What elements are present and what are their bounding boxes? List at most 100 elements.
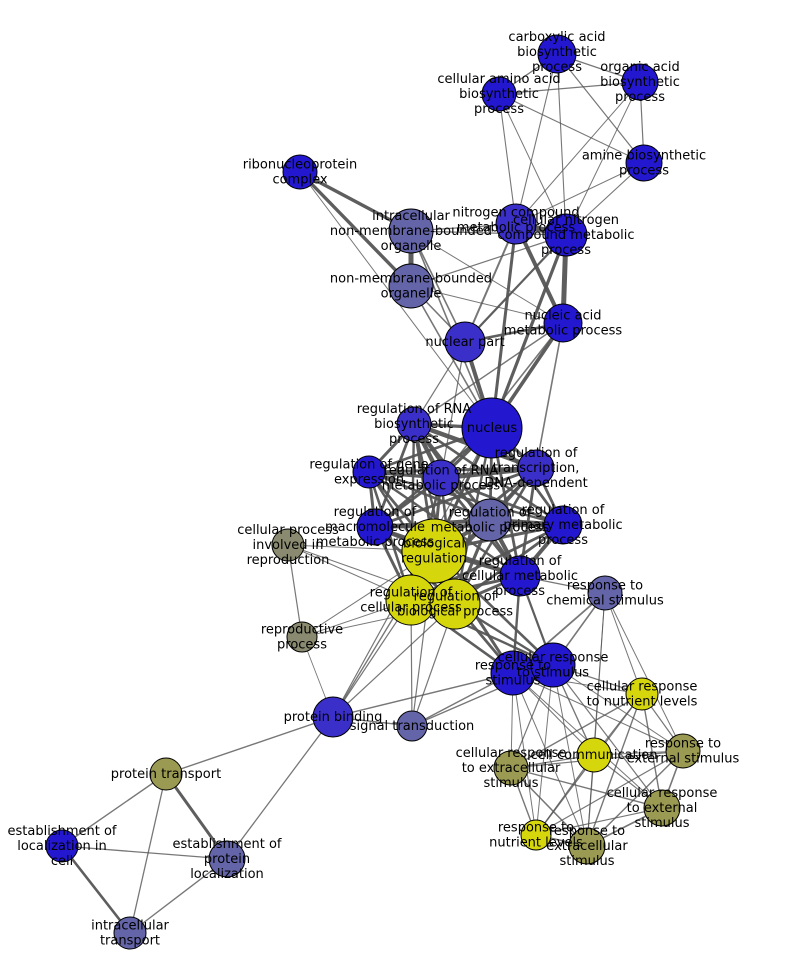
graph-node[interactable] [444, 321, 486, 363]
graph-node-label: regulation of metabolic process [431, 505, 550, 535]
graph-node[interactable] [396, 406, 432, 442]
graph-node-label: protein transport [111, 767, 221, 782]
graph-edge [61, 845, 228, 860]
graph-node[interactable] [625, 144, 663, 182]
graph-node[interactable] [356, 508, 394, 546]
graph-edge [565, 81, 641, 236]
graph-node-label: response to stimulus [475, 658, 551, 688]
graph-node-label: nitrogen compound metabolic process [452, 205, 579, 235]
graph-node[interactable] [271, 528, 305, 562]
graph-node-label: carboxylic acid biosynthetic process [508, 30, 605, 75]
graph-node-label: regulation of transcription, DNA-dependent [484, 446, 587, 491]
labels-layer: carboxylic acid biosynthetic process organi… [8, 30, 740, 949]
graph-node[interactable] [530, 642, 576, 688]
graph-node[interactable] [396, 710, 428, 742]
graph-edge [510, 767, 663, 809]
graph-node[interactable] [422, 459, 460, 497]
graph-edge [498, 93, 645, 164]
graph-edge [129, 773, 167, 934]
graph-edge [535, 750, 684, 836]
graph-node[interactable] [621, 63, 659, 101]
graph-node-label: biological regulation [401, 536, 467, 566]
graph-edge [535, 322, 564, 469]
graph-node[interactable] [461, 397, 523, 459]
graph-node-label: intracellular non-membrane-bounded organel… [330, 209, 492, 254]
graph-node-label: ribonucleoprotein complex [243, 157, 358, 187]
graph-edge [440, 341, 466, 479]
graph-node[interactable] [282, 154, 318, 190]
graph-edge [165, 716, 334, 775]
graph-edge [515, 53, 558, 225]
graph-node-label: response to chemical stimulus [546, 578, 664, 608]
graph-edge [512, 672, 588, 847]
graph-edge [463, 233, 568, 344]
graph-node-label: establishment of protein localization [173, 837, 282, 882]
graph-node-label: response to extracellular stimulus [546, 824, 628, 869]
graph-node[interactable] [520, 819, 552, 851]
graph-node-label: cellular amino acid biosynthetic process [437, 72, 560, 117]
graph-edge [510, 693, 643, 769]
graph-node[interactable] [45, 829, 79, 863]
graph-edge [60, 844, 132, 935]
graph-node[interactable] [388, 263, 434, 309]
graph-node[interactable] [352, 455, 386, 489]
graph-node-label: nuclear part [425, 335, 504, 350]
graph-node[interactable] [388, 208, 434, 254]
graph-edge [512, 672, 537, 836]
graph-node[interactable] [625, 677, 659, 711]
graph-edge [410, 230, 564, 324]
graph-node[interactable] [113, 916, 147, 950]
graph-node-label: regulation of RNA biosynthetic process [357, 402, 472, 447]
graph-node[interactable] [543, 303, 583, 343]
graph-node[interactable] [401, 518, 467, 584]
graph-edge [586, 693, 643, 847]
graph-node-label: organic acid biosynthetic process [600, 60, 680, 105]
graph-node-label: nucleic acid metabolic process [504, 308, 623, 338]
graph-node[interactable] [149, 757, 183, 791]
graph-node[interactable] [537, 34, 577, 74]
graph-node[interactable] [643, 789, 681, 827]
graph-edge [490, 233, 568, 430]
graph-edge [535, 664, 554, 836]
graph-edge [410, 234, 567, 287]
graph-edge [515, 81, 641, 225]
graph-node[interactable] [493, 750, 529, 786]
graph-edge [556, 53, 645, 164]
graph-node-label: regulation of biological process [397, 589, 513, 619]
graph-node[interactable] [587, 575, 623, 611]
graph-edge [129, 858, 228, 934]
graph-node[interactable] [468, 498, 512, 542]
graph-node-label: cellular nitrogen compound metabolic proce… [497, 213, 634, 258]
graph-node-label: intracellular transport [91, 918, 169, 948]
nodes-layer[interactable] [45, 34, 701, 950]
graph-node[interactable] [543, 505, 583, 545]
graph-node[interactable] [481, 76, 517, 112]
graph-edge [515, 162, 645, 225]
graph-edge [512, 672, 684, 752]
graph-node-label: non-membrane-bounded organelle [330, 271, 492, 301]
graph-node[interactable] [495, 203, 537, 245]
graph-node[interactable] [499, 555, 541, 597]
graph-node[interactable] [568, 827, 606, 865]
graph-edge [464, 223, 517, 343]
graph-edge [498, 93, 517, 225]
edges-layer [60, 53, 684, 935]
graph-node[interactable] [208, 840, 246, 878]
graph-node-label: response to external stimulus [627, 736, 740, 766]
graph-node-label: signal transduction [350, 719, 475, 734]
graph-node-label: response to nutrient levels [489, 820, 583, 850]
graph-node[interactable] [665, 733, 701, 769]
graph-edge [410, 230, 567, 236]
graph-edge [439, 476, 565, 527]
graph-node-label: regulation of cellular process [360, 585, 462, 615]
graph-node[interactable] [576, 737, 612, 773]
graph-node[interactable] [312, 696, 354, 738]
graph-node[interactable] [517, 449, 555, 487]
graph-node[interactable] [544, 213, 588, 257]
graph-node[interactable] [286, 621, 318, 653]
graph-node[interactable] [429, 578, 481, 630]
graph-edge [535, 807, 663, 836]
graph-node-label: cellular response to stimulus [498, 650, 609, 680]
graph-node-label: cell communication [530, 748, 657, 763]
